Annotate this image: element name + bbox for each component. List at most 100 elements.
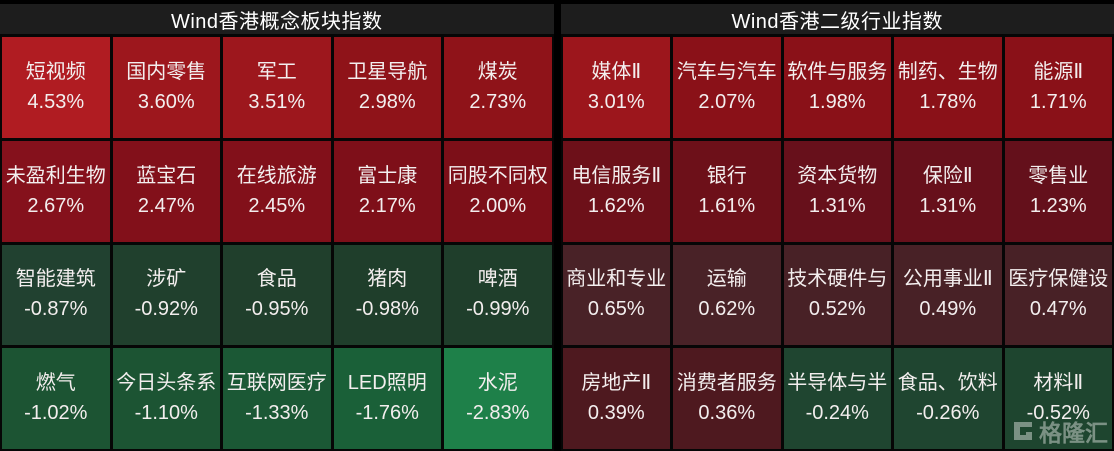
cell-change-percent: 3.51% xyxy=(248,90,306,113)
cell-change-percent: 2.47% xyxy=(137,194,195,217)
heatmap-cell: 消费者服务 0.36% xyxy=(673,348,781,449)
cell-change-percent: 0.47% xyxy=(1029,298,1087,321)
cell-sector-name: 军工 xyxy=(256,60,297,83)
heatmap-cell: 短视频 4.53% xyxy=(2,37,110,138)
heatmap-cell: 房地产Ⅱ 0.39% xyxy=(562,348,670,449)
cell-sector-name: 保险Ⅱ xyxy=(922,164,973,187)
industry-index-panel: Wind香港二级行业指数 媒体Ⅱ 3.01% 汽车与汽车 2.07% 软件与服务 1.98… xyxy=(560,0,1114,451)
cell-sector-name: 资本货物 xyxy=(797,164,878,187)
heatmap-cell: 食品 -0.95% xyxy=(223,244,331,346)
heatmap-cell: 在线旅游 2.45% xyxy=(223,140,331,242)
cell-change-percent: -1.33% xyxy=(245,402,309,425)
cell-change-percent: -1.76% xyxy=(355,402,419,425)
cell-change-percent: 2.07% xyxy=(698,90,756,113)
heatmap-cell: 媒体Ⅱ 3.01% xyxy=(562,37,670,138)
heatmap-cell: 能源Ⅱ 1.71% xyxy=(1004,37,1112,138)
cell-sector-name: 商业和专业 xyxy=(566,268,667,291)
cell-change-percent: -0.26% xyxy=(916,402,980,425)
cell-change-percent: -0.92% xyxy=(134,298,198,321)
cell-change-percent: 0.65% xyxy=(587,298,645,321)
cell-sector-name: 水泥 xyxy=(477,372,518,395)
cell-change-percent: 2.73% xyxy=(469,90,527,113)
cell-change-percent: -0.52% xyxy=(1026,402,1090,425)
cell-change-percent: -1.10% xyxy=(134,402,198,425)
cell-sector-name: 半导体与半 xyxy=(787,372,888,395)
heatmap-cell: 汽车与汽车 2.07% xyxy=(673,37,781,138)
cell-change-percent: 1.62% xyxy=(587,194,645,217)
cell-sector-name: LED照明 xyxy=(347,372,427,395)
industry-heatmap-grid: 媒体Ⅱ 3.01% 汽车与汽车 2.07% 软件与服务 1.98% 制药、生物 1.78% 能源… xyxy=(560,34,1114,451)
heatmap-cell: 互联网医疗 -1.33% xyxy=(223,348,331,449)
concept-panel-title: Wind香港概念板块指数 xyxy=(0,4,554,34)
cell-sector-name: 材料Ⅱ xyxy=(1033,372,1084,395)
cell-sector-name: 今日头条系 xyxy=(116,372,217,395)
cell-sector-name: 燃气 xyxy=(35,372,76,395)
cell-sector-name: 电信服务Ⅱ xyxy=(571,164,662,187)
heatmap-cell: 运输 0.62% xyxy=(673,244,781,346)
cell-sector-name: 啤酒 xyxy=(477,268,518,291)
cell-sector-name: 卫星导航 xyxy=(347,60,428,83)
cell-change-percent: -0.95% xyxy=(245,298,309,321)
cell-sector-name: 运输 xyxy=(706,268,747,291)
heatmap-cell: 富士康 2.17% xyxy=(333,140,441,242)
heatmap-cell: 今日头条系 -1.10% xyxy=(112,348,220,449)
concept-index-panel: Wind香港概念板块指数 短视频 4.53% 国内零售 3.60% 军工 3.51% 卫星导… xyxy=(0,0,554,451)
cell-sector-name: 富士康 xyxy=(357,164,418,187)
cell-sector-name: 汽车与汽车 xyxy=(676,60,777,83)
cell-sector-name: 技术硬件与 xyxy=(787,268,888,291)
heatmap-cell: 银行 1.61% xyxy=(673,140,781,242)
panel-title-text: Wind香港二级行业指数 xyxy=(731,10,944,33)
heatmap-cell: 蓝宝石 2.47% xyxy=(112,140,220,242)
cell-sector-name: 房地产Ⅱ xyxy=(581,372,652,395)
heatmap-cell: 智能建筑 -0.87% xyxy=(2,244,110,346)
cell-change-percent: 4.53% xyxy=(27,90,85,113)
cell-change-percent: 2.17% xyxy=(358,194,416,217)
cell-change-percent: 1.98% xyxy=(808,90,866,113)
cell-change-percent: -0.24% xyxy=(805,402,869,425)
cell-change-percent: 0.49% xyxy=(919,298,977,321)
cell-sector-name: 短视频 xyxy=(25,60,86,83)
heatmap-cell: 技术硬件与 0.52% xyxy=(783,244,891,346)
cell-sector-name: 媒体Ⅱ xyxy=(591,60,642,83)
cell-change-percent: 2.67% xyxy=(27,194,85,217)
cell-change-percent: -0.98% xyxy=(355,298,419,321)
cell-change-percent: 1.23% xyxy=(1029,194,1087,217)
cell-change-percent: 0.52% xyxy=(808,298,866,321)
cell-sector-name: 国内零售 xyxy=(126,60,207,83)
cell-sector-name: 未盈利生物 xyxy=(5,164,106,187)
cell-change-percent: 1.31% xyxy=(919,194,977,217)
cell-change-percent: -1.02% xyxy=(24,402,88,425)
heatmap-cell: 国内零售 3.60% xyxy=(112,37,220,138)
cell-sector-name: 涉矿 xyxy=(146,268,187,291)
panel-title-text: Wind香港概念板块指数 xyxy=(170,10,383,33)
cell-change-percent: 2.00% xyxy=(469,194,527,217)
cell-sector-name: 公用事业Ⅱ xyxy=(902,268,993,291)
cell-change-percent: 1.31% xyxy=(808,194,866,217)
cell-change-percent: 0.62% xyxy=(698,298,756,321)
heatmap-cell: 猪肉 -0.98% xyxy=(333,244,441,346)
cell-sector-name: 零售业 xyxy=(1028,164,1089,187)
cell-change-percent: 1.71% xyxy=(1029,90,1087,113)
heatmap-cell: 啤酒 -0.99% xyxy=(444,244,552,346)
cell-change-percent: 3.60% xyxy=(137,90,195,113)
cell-change-percent: -2.83% xyxy=(466,402,530,425)
cell-sector-name: 同股不同权 xyxy=(447,164,548,187)
heatmap-cell: 软件与服务 1.98% xyxy=(783,37,891,138)
cell-sector-name: 在线旅游 xyxy=(236,164,317,187)
cell-sector-name: 消费者服务 xyxy=(676,372,777,395)
cell-sector-name: 制药、生物 xyxy=(897,60,998,83)
cell-sector-name: 煤炭 xyxy=(477,60,518,83)
heatmap-cell: 制药、生物 1.78% xyxy=(894,37,1002,138)
heatmap-cell: 电信服务Ⅱ 1.62% xyxy=(562,140,670,242)
cell-sector-name: 蓝宝石 xyxy=(136,164,197,187)
heatmap-cell: 商业和专业 0.65% xyxy=(562,244,670,346)
industry-panel-title: Wind香港二级行业指数 xyxy=(560,4,1114,34)
heatmap-cell: LED照明 -1.76% xyxy=(333,348,441,449)
heatmap-cell: 军工 3.51% xyxy=(223,37,331,138)
heatmap-cell: 卫星导航 2.98% xyxy=(333,37,441,138)
heatmap-cell: 燃气 -1.02% xyxy=(2,348,110,449)
heatmap-cell: 保险Ⅱ 1.31% xyxy=(894,140,1002,242)
heatmap-cell: 食品、饮料 -0.26% xyxy=(894,348,1002,449)
heatmap-cell: 材料Ⅱ -0.52% xyxy=(1004,348,1112,449)
